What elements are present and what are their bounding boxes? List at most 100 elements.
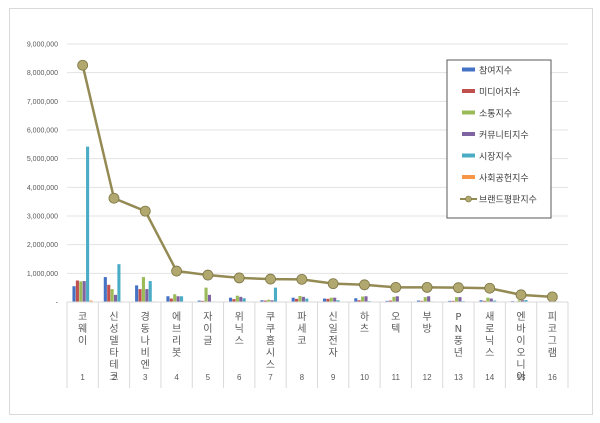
y-tick-label: 2,000,000 <box>27 242 58 249</box>
data-point-marker <box>265 273 276 285</box>
y-tick-label: 3,000,000 <box>27 214 58 221</box>
bar-group <box>385 296 406 303</box>
bar <box>273 287 278 302</box>
legend-label: 소통지수 <box>479 109 512 120</box>
bar <box>79 281 83 302</box>
legend-swatch <box>462 67 475 72</box>
data-point-marker <box>453 282 464 294</box>
rank-label: 3 <box>143 373 148 382</box>
bar <box>486 297 490 302</box>
bar-group <box>260 287 281 303</box>
rank-label: 5 <box>206 373 211 382</box>
legend-label: 미디어지수 <box>479 87 520 98</box>
bar <box>322 298 327 302</box>
bar-group <box>103 264 124 302</box>
bar <box>305 298 309 302</box>
legend-item: 소통지수 <box>462 109 512 120</box>
bar-group <box>448 297 469 303</box>
bar <box>517 300 521 302</box>
bar <box>388 300 393 302</box>
legend-label: 커뮤니티지수 <box>479 130 529 141</box>
bar-group <box>135 277 156 302</box>
bar <box>229 297 233 302</box>
bar <box>270 300 274 302</box>
legend-box <box>446 59 552 219</box>
bar <box>239 296 243 302</box>
bar <box>263 300 267 302</box>
data-point-marker <box>233 272 245 284</box>
rank-label: 15 <box>517 373 526 382</box>
bar <box>232 299 236 302</box>
bar <box>138 289 142 302</box>
bar <box>204 287 208 302</box>
data-point-marker <box>390 281 402 293</box>
data-point-marker <box>202 269 214 281</box>
bar <box>260 300 264 302</box>
legend-item: 사회공헌지수 <box>462 173 529 184</box>
bar <box>364 296 368 302</box>
rank-label: 16 <box>548 373 557 382</box>
bar <box>458 297 462 302</box>
legend-item: 참여지수 <box>462 65 512 77</box>
data-point-marker <box>484 282 496 294</box>
rank-label: 10 <box>360 373 369 382</box>
legend-item: 시장지수 <box>462 152 512 163</box>
legend-swatch <box>462 89 475 93</box>
bar <box>201 300 205 302</box>
bar <box>451 300 455 302</box>
bar <box>395 296 399 302</box>
bar <box>117 264 121 302</box>
bar <box>176 296 180 302</box>
y-tick-label: 7,000,000 <box>27 99 58 106</box>
legend-label: 사회공헌지수 <box>479 173 529 184</box>
rank-label: 9 <box>331 373 336 382</box>
bar <box>173 294 177 302</box>
bar <box>455 297 459 302</box>
bar-group <box>354 296 375 303</box>
legend-swatch <box>462 132 475 136</box>
bar <box>295 298 299 302</box>
bar <box>423 297 427 302</box>
bar-group <box>72 146 93 302</box>
bar <box>72 286 76 302</box>
line-series <box>77 59 558 303</box>
legend-label: 시장지수 <box>479 152 512 163</box>
bar <box>524 299 528 302</box>
bar-group <box>166 294 187 303</box>
bar <box>427 296 431 302</box>
bar <box>89 300 93 302</box>
data-point-marker <box>327 278 339 290</box>
data-point-marker <box>546 291 558 303</box>
y-tick-label: 8,000,000 <box>27 70 58 77</box>
bar <box>86 146 90 302</box>
y-tick-label: 6,000,000 <box>27 128 58 135</box>
rank-label: 2 <box>112 373 117 382</box>
rank-label: 7 <box>268 373 273 382</box>
bar <box>298 295 302 302</box>
bar <box>354 298 358 302</box>
rank-label: 14 <box>485 373 494 382</box>
bar <box>179 296 184 302</box>
data-point-marker <box>515 289 527 301</box>
bar <box>326 298 330 302</box>
rank-label: 12 <box>423 373 432 382</box>
bar <box>291 297 295 302</box>
bar <box>357 300 361 302</box>
legend-item: 브랜드평판지수 <box>460 195 537 206</box>
data-point-marker <box>171 265 182 277</box>
bar <box>197 300 201 302</box>
rank-label: 1 <box>80 373 85 382</box>
y-tick-label: 1,000,000 <box>27 271 58 278</box>
